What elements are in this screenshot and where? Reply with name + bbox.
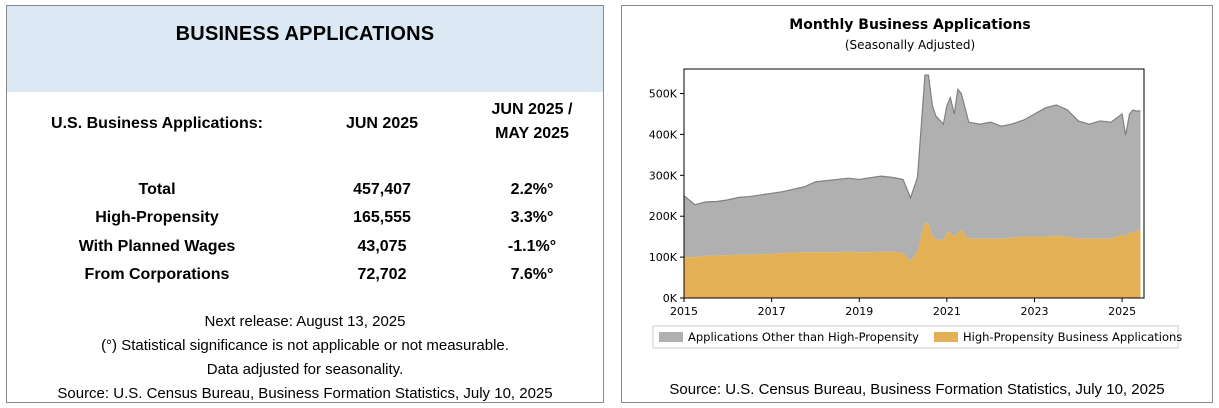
row-label: High-Propensity bbox=[95, 209, 219, 226]
table-row: High-Propensity 165,555 3.3%° bbox=[7, 204, 603, 232]
row-value: 457,407 bbox=[353, 181, 411, 198]
business-applications-chart-panel: Monthly Business Applications (Seasonall… bbox=[621, 5, 1213, 403]
y-tick-label: 400K bbox=[649, 128, 678, 141]
source-note: Source: U.S. Census Bureau, Business For… bbox=[57, 385, 553, 402]
plot-frame bbox=[683, 68, 1145, 299]
x-tick-label: 2015 bbox=[670, 305, 698, 318]
total-series-line bbox=[683, 74, 1141, 206]
value-column-header: JUN 2025 bbox=[345, 115, 419, 132]
y-tick-label: 100K bbox=[649, 251, 678, 264]
y-tick-label: 300K bbox=[649, 169, 678, 182]
row-label-header: U.S. Business Applications: bbox=[51, 115, 263, 132]
business-applications-table-panel: BUSINESS APPLICATIONS U.S. Business Appl… bbox=[6, 5, 604, 403]
row-value: 72,702 bbox=[357, 266, 407, 283]
chart-legend: Applications Other than High-Propensity … bbox=[652, 325, 1182, 349]
chart-title: Monthly Business Applications bbox=[789, 17, 1030, 33]
legend-swatch-other bbox=[659, 332, 683, 342]
area-series-other bbox=[684, 75, 1141, 262]
row-label: With Planned Wages bbox=[78, 238, 236, 255]
seasonality-note: Data adjusted for seasonality. bbox=[206, 361, 404, 378]
row-change: 2.2%° bbox=[510, 181, 554, 198]
table-row: From Corporations 72,702 7.6%° bbox=[7, 261, 603, 289]
x-tick-label: 2017 bbox=[758, 305, 786, 318]
table-title: BUSINESS APPLICATIONS bbox=[175, 22, 435, 45]
legend-frame bbox=[652, 325, 1179, 349]
change-column-header: JUN 2025 / MAY 2025 bbox=[457, 98, 607, 146]
row-label: From Corporations bbox=[84, 266, 230, 283]
row-label: Total bbox=[138, 181, 176, 198]
change-header-line1: JUN 2025 / bbox=[491, 101, 573, 118]
table-header-band: BUSINESS APPLICATIONS bbox=[7, 6, 603, 92]
legend-label-other: Applications Other than High-Propensity bbox=[688, 330, 919, 344]
table-row: Total 457,407 2.2%° bbox=[7, 176, 603, 204]
x-tick-label: 2023 bbox=[1020, 305, 1048, 318]
row-change: 3.3%° bbox=[510, 209, 554, 226]
area-series-high-propensity bbox=[684, 222, 1141, 298]
legend-swatch-high-propensity bbox=[934, 332, 958, 342]
next-release-note: Next release: August 13, 2025 bbox=[204, 313, 406, 330]
chart-subtitle: (Seasonally Adjusted) bbox=[845, 38, 975, 52]
chart-source-note: Source: U.S. Census Bureau, Business For… bbox=[669, 381, 1165, 398]
y-tick-label: 0K bbox=[663, 292, 678, 305]
row-change: -1.1%° bbox=[507, 238, 557, 255]
y-tick-label: 500K bbox=[649, 88, 678, 101]
x-tick-label: 2021 bbox=[933, 305, 961, 318]
table-column-headers: U.S. Business Applications: JUN 2025 JUN… bbox=[7, 98, 603, 154]
table-row: With Planned Wages 43,075 -1.1%° bbox=[7, 233, 603, 261]
y-tick-label: 200K bbox=[649, 210, 678, 223]
area-chart: Monthly Business Applications (Seasonall… bbox=[649, 17, 1182, 349]
row-value: 43,075 bbox=[357, 238, 407, 255]
change-header-line2: MAY 2025 bbox=[495, 125, 569, 142]
legend-label-high-propensity: High-Propensity Business Applications bbox=[963, 330, 1182, 344]
table-notes: Next release: August 13, 2025 (°) Statis… bbox=[7, 310, 603, 406]
x-tick-label: 2025 bbox=[1108, 305, 1136, 318]
row-value: 165,555 bbox=[353, 209, 411, 226]
row-change: 7.6%° bbox=[510, 266, 554, 283]
significance-note: (°) Statistical significance is not appl… bbox=[101, 337, 509, 354]
x-tick-label: 2019 bbox=[845, 305, 873, 318]
